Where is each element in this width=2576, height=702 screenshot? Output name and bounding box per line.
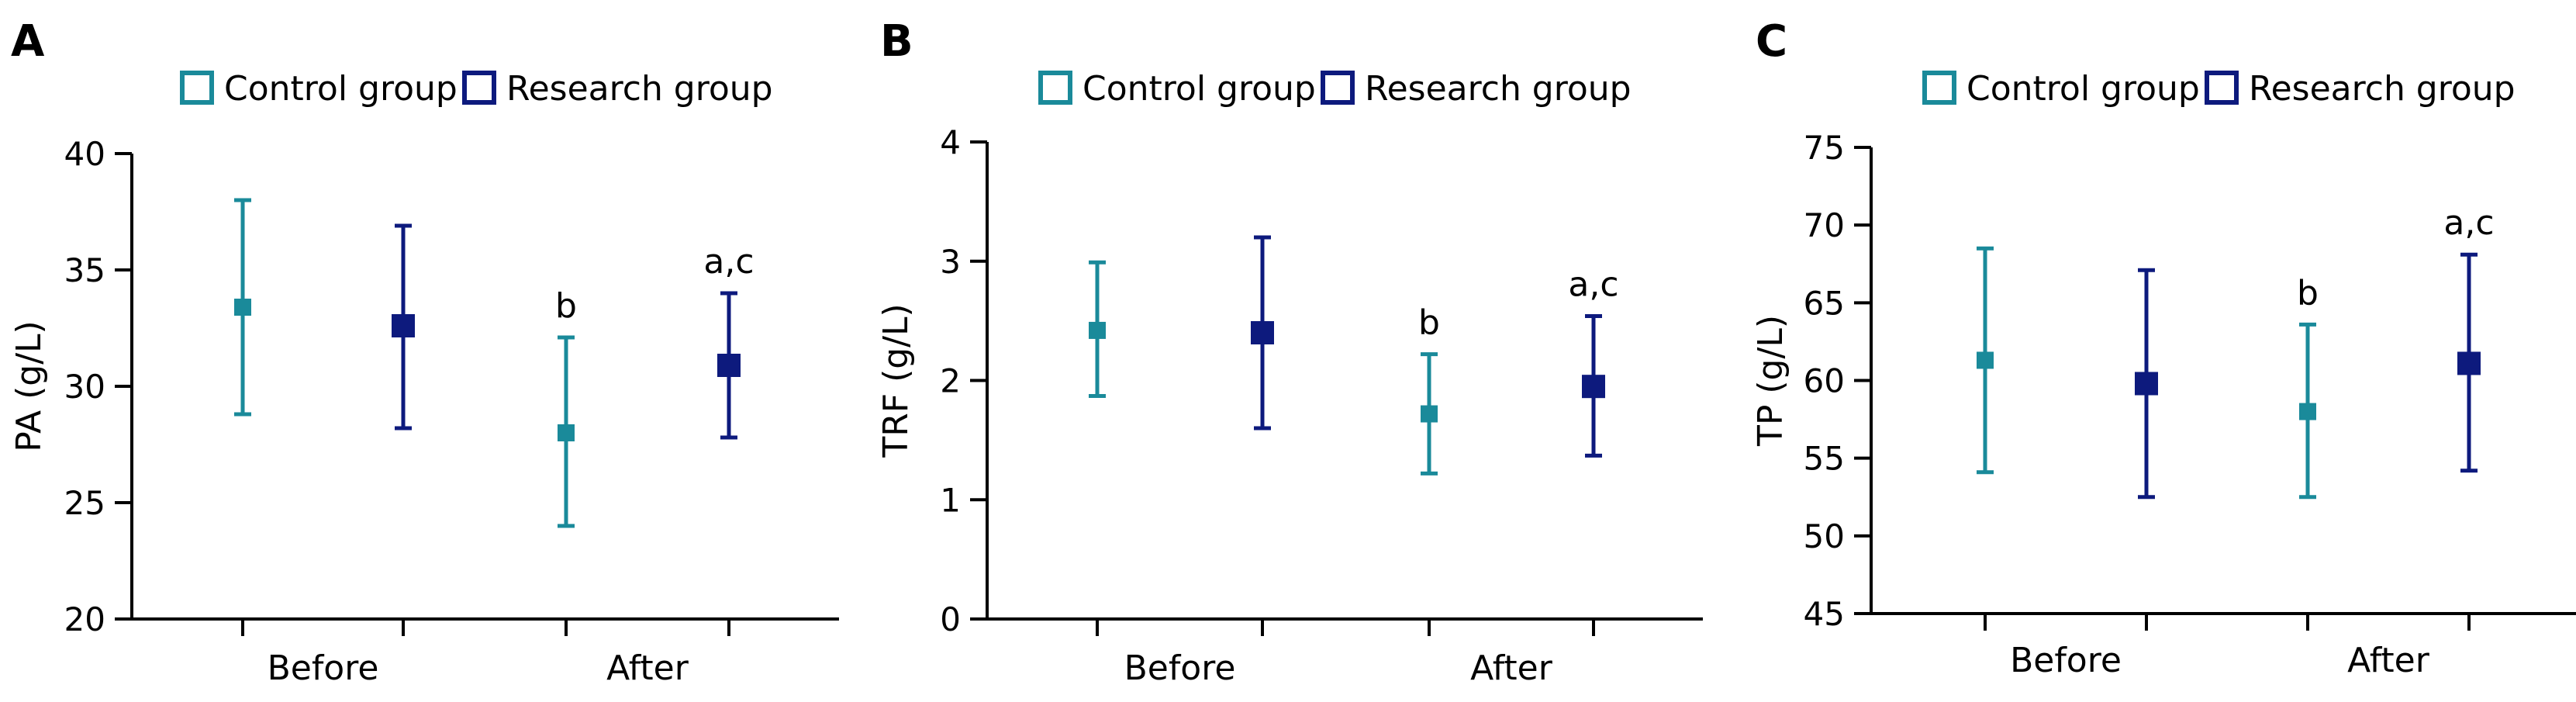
chart-panel-a: A Control group Research group 20 25 30 35 40 PA… [9,16,839,688]
data-point [1421,405,1438,423]
data-point [1977,351,1994,369]
y-tick-label: 35 [64,251,105,289]
y-tick-label: 45 [1804,595,1845,633]
data-point [1582,375,1605,399]
y-tick-label: 50 [1804,517,1845,555]
legend-label-research: Research group [1365,69,1632,109]
significance-annotation: a,c [1568,265,1618,304]
series-research [392,223,741,440]
data-point [717,354,741,377]
x-category-label: Before [2010,641,2122,680]
series-research [1251,235,1605,458]
y-tick-label: 55 [1804,440,1845,478]
legend-swatch-control [1922,71,1956,105]
y-tick-label: 1 [940,481,961,519]
data-point [558,424,575,441]
y-tick-label: 40 [64,135,105,173]
legend: Control group Research group [180,69,773,109]
y-tick-label: 65 [1804,284,1845,322]
legend-swatch-control [180,71,214,105]
legend-swatch-control [1038,71,1072,105]
legend-label-research: Research group [2249,69,2516,109]
data-point [392,314,415,337]
legend-swatch-research [1321,71,1355,105]
x-category-label: Before [268,648,379,688]
legend-label-research: Research group [506,69,773,109]
panel-letter: B [880,16,913,67]
legend: Control group Research group [1922,69,2516,109]
panel-letter: A [11,16,45,67]
significance-annotation: b [2297,273,2319,313]
data-point [234,299,251,316]
y-tick-label: 4 [940,123,961,161]
data-point [2135,372,2158,396]
significance-annotation: b [555,286,577,326]
y-tick-label: 60 [1804,362,1845,400]
y-tick-label: 0 [940,600,961,638]
legend: Control group Research group [1038,69,1632,109]
series-research [2135,252,2481,500]
legend-swatch-research [462,71,496,105]
x-category-label: After [1470,648,1553,688]
data-point [2457,351,2481,375]
y-tick-label: 2 [940,362,961,400]
data-point [1251,321,1274,344]
significance-annotation: a,c [703,242,754,282]
y-tick-label: 25 [64,484,105,522]
series-control [1977,246,2316,500]
x-category-label: After [2347,641,2430,680]
y-tick-label: 30 [64,368,105,406]
series-control [234,198,575,528]
y-tick-label: 3 [940,243,961,281]
legend-swatch-research [2205,71,2239,105]
chart-panel-c: C Control group Research group 45 50 55 60 65 70… [1751,16,2576,680]
y-axis-label: TP (g/L) [1751,315,1790,447]
y-axis-label: PA (g/L) [9,320,49,451]
significance-annotation: b [1418,303,1440,343]
panel-letter: C [1756,16,1787,67]
chart-panel-b: B Control group Research group 0 1 2 3 4 TRF (g/… [876,16,1703,688]
y-tick-label: 70 [1804,206,1845,244]
series-control [1089,260,1438,475]
x-category-label: After [606,648,689,688]
y-tick-label: 75 [1804,129,1845,167]
legend-label-control: Control group [1967,69,2200,109]
significance-annotation: a,c [2443,203,2494,243]
x-category-label: Before [1124,648,1236,688]
y-axis-label: TRF (g/L) [876,303,916,458]
data-point [1089,321,1106,339]
legend-label-control: Control group [224,69,458,109]
legend-label-control: Control group [1083,69,1316,109]
data-point [2299,403,2316,420]
y-tick-label: 20 [64,600,105,638]
